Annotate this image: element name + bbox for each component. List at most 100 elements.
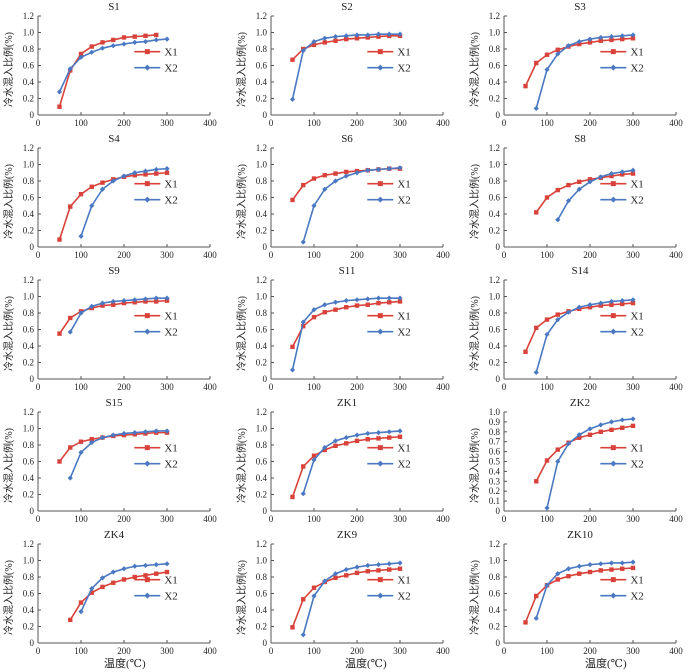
data-point-x2: [587, 562, 593, 568]
data-point-x2: [132, 430, 138, 436]
y-tick-label: 1.0: [489, 160, 501, 170]
data-point-x2: [576, 432, 582, 438]
legend-marker-x1: [377, 313, 383, 319]
chart-panel-zk1: ZK1 0 0.2 0.4 0.6 0.8 1.0 1.2 0 100 200 300 400 冷水混入比…: [233, 396, 466, 528]
data-point-x2: [555, 458, 561, 465]
data-point-x2: [110, 43, 116, 49]
x-tick-label: 100: [307, 250, 321, 260]
legend-marker-x1: [377, 445, 383, 451]
y-tick-label: 0: [263, 242, 268, 252]
data-point-x1: [78, 439, 84, 444]
data-point-x1: [100, 40, 105, 45]
data-point-x2: [608, 419, 615, 425]
data-point-x2: [375, 166, 382, 173]
x-tick-label: 200: [117, 382, 131, 392]
y-tick-label: 0.4: [489, 605, 501, 615]
data-point-x1: [354, 303, 360, 308]
y-tick-label: 0: [30, 374, 35, 384]
legend-marker-x1: [144, 181, 150, 187]
data-point-x2: [311, 307, 317, 313]
y-tick-label: 1.2: [256, 143, 267, 153]
x-tick-label: 200: [583, 646, 597, 656]
y-tick-label: 0.2: [23, 226, 34, 236]
legend-label-x2: X2: [164, 327, 177, 339]
legend-label-x1: X1: [397, 311, 410, 323]
y-axis-label: 冷水混入比例(%): [468, 164, 481, 239]
y-tick-label: 0.3: [489, 476, 501, 486]
data-point-x2: [619, 169, 625, 175]
data-point-x1: [100, 180, 105, 185]
x-tick-label: 400: [436, 382, 450, 392]
data-point-x2: [386, 429, 392, 435]
x-tick-label: 100: [74, 118, 88, 128]
chart-title: S4: [108, 133, 120, 145]
y-tick-label: 0.8: [256, 308, 268, 318]
data-point-x1: [68, 445, 73, 450]
legend-label-x1: X1: [630, 311, 643, 323]
series-line-x1: [535, 425, 634, 482]
y-tick-label: 0.6: [256, 193, 268, 203]
data-point-x1: [111, 302, 116, 307]
y-tick-label: 0.6: [489, 447, 501, 457]
data-point-x2: [587, 179, 593, 185]
data-point-x1: [333, 38, 338, 43]
y-tick-label: 1.0: [489, 556, 501, 566]
y-axis-label: 冷水混入比例(%): [2, 296, 15, 371]
x-tick-label: 0: [36, 646, 41, 656]
data-point-x1: [523, 349, 528, 354]
x-tick-label: 300: [626, 250, 640, 260]
legend-label-x2: X2: [397, 327, 410, 339]
data-point-x2: [300, 239, 306, 245]
data-point-x2: [598, 174, 604, 180]
data-point-x2: [78, 310, 84, 316]
data-point-x2: [343, 566, 349, 573]
series-line-x2: [291, 33, 400, 100]
y-tick-label: 0.8: [256, 176, 268, 186]
y-tick-label: 0.8: [23, 572, 35, 582]
data-point-x2: [78, 233, 84, 239]
data-point-x1: [78, 51, 84, 57]
legend-label-x2: X2: [630, 63, 643, 75]
data-point-x1: [365, 437, 370, 442]
y-tick-label: 0.2: [256, 226, 267, 236]
data-point-x1: [344, 36, 349, 42]
legend-label-x2: X2: [630, 327, 643, 339]
data-point-x2: [99, 45, 106, 51]
data-point-x1: [620, 566, 625, 571]
y-tick-label: 0.5: [489, 457, 501, 467]
chart-panel-s9: S9 0 0.2 0.4 0.6 0.8 1.0 1.2 0 100 200 300 400 冷水混入比例…: [0, 264, 233, 396]
y-tick-label: 1.2: [489, 275, 500, 285]
y-tick-label: 0.4: [256, 473, 268, 483]
data-point-x2: [619, 298, 625, 304]
x-tick-label: 100: [540, 646, 554, 656]
x-tick-label: 400: [203, 118, 217, 128]
data-point-x2: [343, 298, 349, 304]
y-axis-label: 冷水混入比例(%): [468, 428, 481, 503]
chart-svg: S2 0 0.2 0.4 0.6 0.8 1.0 1.2 0 100 200 300 400 冷水混入比例…: [235, 1, 450, 128]
x-tick-label: 400: [669, 250, 683, 260]
y-tick-label: 1.0: [256, 292, 268, 302]
chart-panel-s4: S4 0 0.2 0.4 0.6 0.8 1.0 1.2 0 100 200 300 400 冷水混入比例…: [0, 132, 233, 264]
data-point-x2: [608, 560, 615, 566]
chart-title: S6: [341, 133, 353, 145]
y-tick-label: 1.2: [23, 11, 34, 21]
data-point-x1: [397, 299, 403, 304]
data-point-x1: [577, 571, 582, 576]
x-tick-label: 400: [203, 646, 217, 656]
data-point-x2: [555, 571, 561, 577]
x-tick-label: 100: [74, 250, 88, 260]
data-point-x2: [132, 563, 138, 569]
data-point-x1: [301, 324, 306, 329]
x-tick-label: 400: [669, 514, 683, 524]
x-tick-label: 200: [350, 514, 364, 524]
data-point-x1: [587, 40, 593, 45]
x-tick-label: 300: [626, 514, 640, 524]
data-point-x2: [354, 170, 360, 176]
data-point-x2: [587, 426, 593, 432]
data-point-x2: [153, 37, 159, 43]
chart-svg: S3 0 0.2 0.4 0.6 0.8 1.0 1.2 0 100 200 300 400 冷水混入比例…: [468, 1, 683, 128]
data-point-x1: [154, 171, 159, 176]
y-tick-label: 0.8: [23, 44, 35, 54]
legend-label-x2: X2: [164, 63, 177, 75]
data-point-x1: [544, 458, 550, 463]
